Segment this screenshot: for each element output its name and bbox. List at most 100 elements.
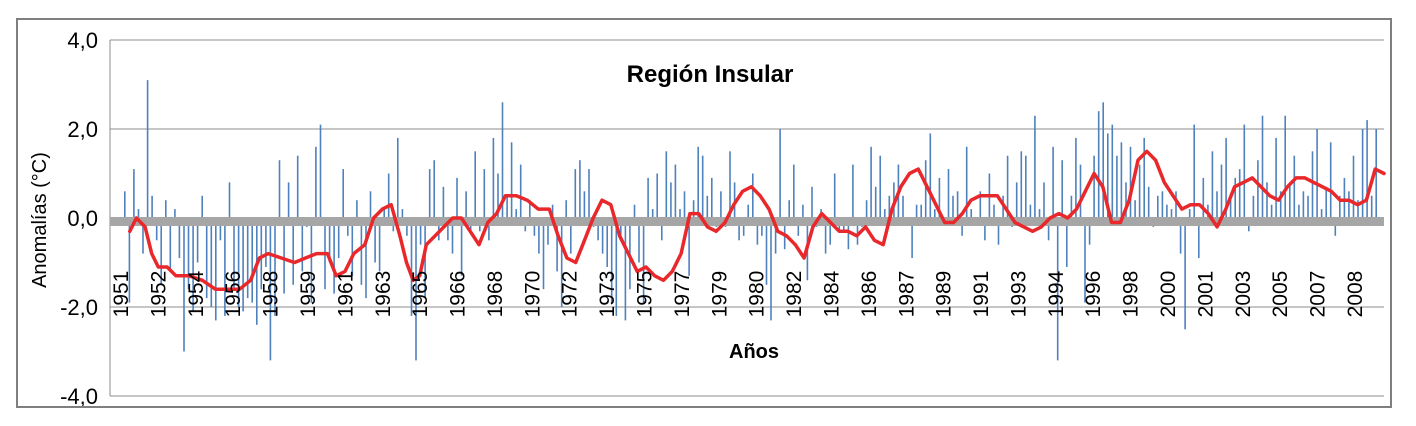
bar: [205, 218, 208, 299]
bar: [888, 195, 891, 219]
zero-baseline: [110, 217, 1384, 226]
x-tick-label: 1963: [372, 271, 395, 318]
bar: [1084, 218, 1086, 303]
bar: [360, 218, 363, 285]
bar: [1261, 115, 1264, 218]
x-tick-label: 1980: [746, 271, 769, 318]
bar: [761, 218, 763, 236]
bar: [1079, 164, 1082, 218]
bar: [993, 204, 995, 218]
x-tick-label: 1961: [334, 271, 357, 318]
bar: [1066, 218, 1068, 267]
bar: [756, 218, 759, 245]
bar: [692, 200, 695, 218]
bar: [979, 191, 982, 218]
bar: [638, 218, 640, 263]
bar: [1015, 182, 1018, 218]
bar: [1339, 195, 1341, 219]
bar: [165, 200, 167, 218]
x-tick-label: 1954: [185, 270, 208, 317]
bar: [679, 209, 681, 218]
bar: [246, 218, 249, 299]
bar: [711, 177, 713, 218]
bar: [292, 218, 294, 285]
bar: [965, 146, 968, 218]
bar: [310, 218, 313, 303]
bar: [369, 191, 372, 218]
x-tick-label: 2000: [1157, 271, 1180, 318]
bar: [1270, 204, 1273, 218]
bar: [870, 146, 872, 218]
bar: [1316, 129, 1318, 218]
x-tick-label: 1956: [222, 271, 245, 318]
bar: [428, 169, 431, 218]
bar: [146, 80, 149, 218]
bar: [1234, 177, 1236, 218]
x-tick-label: 1989: [933, 271, 956, 318]
x-tick-label: 1994: [1045, 270, 1068, 317]
bar: [847, 218, 850, 250]
bar: [1238, 169, 1241, 218]
bar: [1352, 155, 1355, 218]
bar: [865, 200, 868, 218]
bar: [1093, 155, 1095, 218]
x-tick-label: 1982: [783, 271, 806, 318]
bar: [1220, 164, 1223, 218]
bar: [278, 160, 281, 218]
bar: [1311, 151, 1314, 219]
bar: [829, 218, 831, 245]
bar: [984, 218, 986, 241]
bar: [333, 218, 335, 294]
bar: [934, 209, 936, 218]
bar: [1334, 218, 1337, 236]
bar: [192, 218, 194, 312]
bar: [365, 218, 367, 299]
bar: [929, 133, 932, 218]
bar: [506, 195, 508, 219]
bar: [1211, 151, 1214, 219]
bar: [651, 209, 654, 218]
bar: [501, 102, 504, 218]
bar: [1052, 146, 1054, 218]
bar: [1257, 160, 1259, 218]
bar: [1161, 191, 1164, 218]
bar: [1302, 191, 1305, 218]
bar: [579, 160, 581, 218]
chart-title: Región Insular: [627, 61, 794, 88]
bar: [601, 218, 604, 254]
bar: [1107, 133, 1109, 218]
bar: [465, 191, 467, 218]
x-tick-label: 1973: [596, 271, 619, 318]
x-tick-label: 2005: [1269, 271, 1292, 318]
bar: [242, 218, 244, 312]
bar: [547, 218, 549, 245]
bar-series: [124, 80, 1377, 361]
bar: [128, 218, 131, 303]
bar: [1275, 137, 1277, 218]
y-tick-label: -2,0: [60, 295, 98, 320]
bar: [1320, 209, 1323, 218]
bar: [1102, 102, 1104, 218]
bar: [438, 218, 440, 241]
bar: [1225, 137, 1227, 218]
x-tick-label: 2001: [1194, 271, 1217, 318]
bar: [287, 182, 290, 218]
bar: [624, 218, 627, 321]
bar: [1143, 137, 1145, 218]
x-tick-label: 1970: [521, 271, 544, 318]
bar: [1179, 218, 1182, 254]
x-tick-label: 2008: [1344, 271, 1367, 318]
x-tick-label: 1972: [559, 271, 582, 318]
bar: [1307, 195, 1309, 219]
bar: [356, 200, 358, 218]
bar: [811, 186, 813, 218]
bar: [779, 129, 781, 218]
bar: [219, 218, 222, 241]
bar: [1056, 218, 1059, 361]
bar: [401, 209, 404, 218]
bar: [956, 191, 959, 218]
bar: [565, 200, 567, 218]
x-tick-label: 1996: [1082, 271, 1105, 318]
bar: [742, 218, 745, 236]
bar: [415, 218, 417, 361]
